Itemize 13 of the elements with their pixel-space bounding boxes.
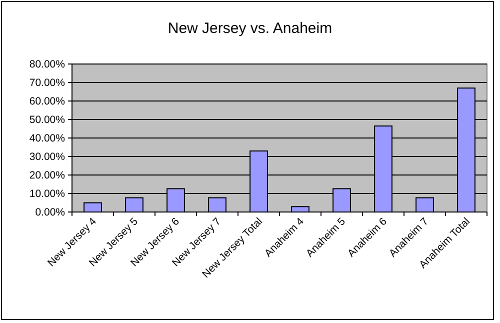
y-tick-label: 20.00% [29,169,65,182]
y-tick-label: 70.00% [29,76,65,89]
y-tick-label: 0.00% [35,206,65,218]
bar [208,197,226,212]
chart-title: New Jersey vs. Anaheim [168,20,332,37]
bar [416,197,434,212]
y-tick-label: 40.00% [29,132,65,144]
y-tick-label: 80.00% [29,58,65,70]
y-tick-label: 60.00% [29,95,65,108]
y-tick-label: 30.00% [29,150,65,163]
y-tick-label: 50.00% [29,114,65,126]
y-tick-label: 10.00% [29,188,65,200]
bar [125,197,144,212]
